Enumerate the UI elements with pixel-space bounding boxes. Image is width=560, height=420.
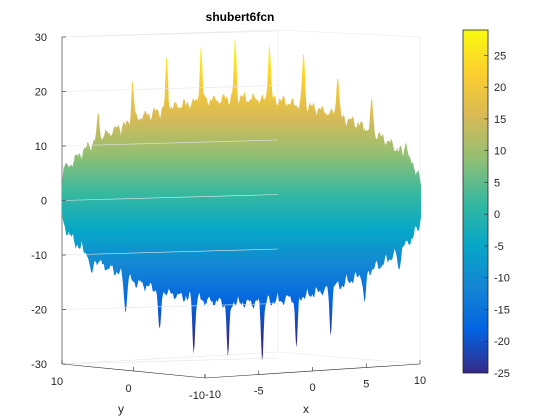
z-tick-label: -20 bbox=[31, 305, 47, 317]
y-axis-label: y bbox=[118, 402, 124, 416]
x-axis-ticks: -10 -5 0 5 10 bbox=[204, 360, 426, 401]
z-grid-line bbox=[61, 357, 279, 365]
z-tick-label: 10 bbox=[35, 141, 47, 153]
z-tick-label: 0 bbox=[41, 196, 47, 208]
x-tick-label: 0 bbox=[309, 382, 315, 394]
colorbar-gradient-bar bbox=[462, 29, 489, 374]
chart-title: shubert6fcn bbox=[206, 10, 275, 24]
x-tick-label: 10 bbox=[414, 375, 426, 387]
z-grid-line bbox=[61, 30, 279, 38]
colorbar-tick-label: 15 bbox=[494, 114, 506, 126]
colorbar-tick-label: -20 bbox=[494, 336, 510, 348]
colorbar-tick-label: 20 bbox=[494, 82, 506, 94]
y-tick-label: -10 bbox=[189, 390, 205, 402]
y-tick-label: 0 bbox=[125, 383, 131, 395]
colorbar: 25 20 15 10 5 0 -5 -10 -15 -20 -25 bbox=[462, 29, 510, 380]
z-tick-label: 30 bbox=[35, 32, 47, 44]
z-axis-ticks: 30 20 10 0 -10 -20 -30 bbox=[31, 30, 279, 371]
x-tick-label: -5 bbox=[254, 386, 264, 398]
z-grid-line bbox=[61, 303, 279, 310]
y-tick-label: 10 bbox=[51, 376, 63, 388]
colorbar-tick-label: -10 bbox=[494, 273, 510, 285]
colorbar-tick-label: -5 bbox=[494, 241, 504, 253]
x-tick-label: 5 bbox=[363, 379, 369, 391]
surface-plot bbox=[62, 39, 421, 360]
z-grid-line bbox=[61, 85, 279, 92]
colorbar-tick-label: -25 bbox=[494, 368, 510, 380]
z-tick-label: -10 bbox=[31, 250, 47, 262]
floor-back-right bbox=[277, 351, 421, 365]
colorbar-ticks: 25 20 15 10 5 0 -5 -10 -15 -20 -25 bbox=[484, 50, 510, 380]
z-grid-line bbox=[61, 139, 279, 147]
colorbar-tick-label: 25 bbox=[494, 50, 506, 62]
floor-back-left bbox=[61, 351, 279, 365]
y-axis-ticks: 10 0 -10 bbox=[51, 360, 206, 402]
z-grid-line bbox=[61, 248, 279, 256]
x-tick-label: -10 bbox=[205, 389, 221, 401]
z-grid-line bbox=[61, 194, 279, 201]
colorbar-tick-label: 10 bbox=[494, 146, 506, 158]
colorbar-tick-label: 0 bbox=[494, 209, 500, 221]
z-tick-label: 20 bbox=[35, 87, 47, 99]
x-axis-label: x bbox=[303, 402, 309, 416]
z-tick-label: -30 bbox=[31, 359, 47, 371]
colorbar-tick-label: -15 bbox=[494, 304, 510, 316]
colorbar-tick-label: 5 bbox=[494, 177, 500, 189]
top-edge-back-right bbox=[277, 29, 421, 38]
